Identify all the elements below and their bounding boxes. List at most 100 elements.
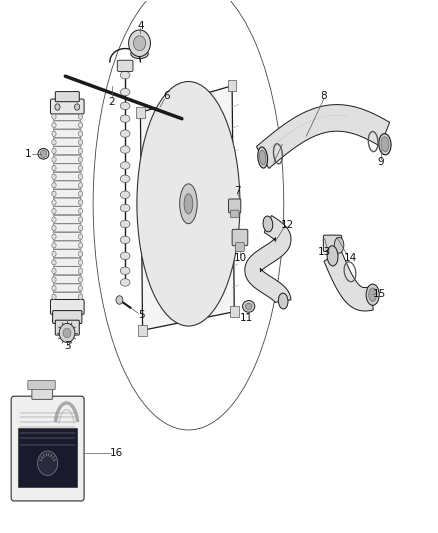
Ellipse shape (120, 115, 130, 123)
Circle shape (78, 260, 83, 265)
FancyBboxPatch shape (117, 60, 133, 71)
Bar (228, 80, 237, 91)
Ellipse shape (38, 149, 49, 159)
Text: 16: 16 (110, 448, 123, 458)
Circle shape (52, 165, 56, 171)
Circle shape (62, 327, 73, 341)
Ellipse shape (120, 175, 130, 182)
FancyBboxPatch shape (53, 138, 81, 146)
Polygon shape (189, 208, 192, 213)
Circle shape (52, 217, 56, 222)
Circle shape (63, 328, 71, 338)
FancyBboxPatch shape (53, 181, 81, 189)
Circle shape (52, 174, 56, 179)
FancyBboxPatch shape (53, 190, 81, 198)
Circle shape (52, 269, 56, 273)
Circle shape (78, 217, 83, 222)
FancyBboxPatch shape (53, 258, 81, 266)
Ellipse shape (120, 71, 130, 79)
Ellipse shape (245, 303, 252, 310)
Text: 1: 1 (25, 149, 31, 159)
FancyBboxPatch shape (53, 207, 81, 215)
Circle shape (78, 277, 83, 282)
Ellipse shape (131, 49, 148, 59)
FancyBboxPatch shape (53, 311, 82, 324)
FancyBboxPatch shape (53, 112, 81, 120)
Circle shape (78, 208, 83, 214)
Ellipse shape (120, 252, 130, 260)
FancyBboxPatch shape (232, 229, 248, 246)
FancyBboxPatch shape (53, 121, 81, 129)
Bar (138, 325, 147, 336)
Polygon shape (190, 197, 193, 204)
Ellipse shape (120, 279, 130, 286)
Ellipse shape (120, 162, 130, 169)
Ellipse shape (120, 236, 130, 244)
Circle shape (78, 131, 83, 136)
Ellipse shape (258, 147, 268, 168)
FancyBboxPatch shape (53, 130, 81, 138)
Ellipse shape (279, 293, 288, 309)
Ellipse shape (263, 216, 273, 232)
FancyBboxPatch shape (230, 210, 239, 217)
Circle shape (52, 286, 56, 291)
FancyBboxPatch shape (11, 396, 84, 501)
Text: 5: 5 (138, 310, 145, 320)
Ellipse shape (137, 82, 240, 326)
Ellipse shape (260, 150, 266, 165)
Ellipse shape (120, 204, 130, 212)
Text: 10: 10 (233, 253, 247, 263)
Ellipse shape (120, 267, 130, 274)
Circle shape (52, 191, 56, 197)
Text: 6: 6 (163, 91, 170, 101)
Circle shape (134, 36, 146, 51)
Ellipse shape (120, 130, 130, 138)
Circle shape (52, 183, 56, 188)
Circle shape (52, 294, 56, 300)
Polygon shape (189, 192, 190, 201)
Text: 15: 15 (373, 289, 386, 299)
Circle shape (78, 174, 83, 179)
Circle shape (78, 269, 83, 273)
Circle shape (52, 243, 56, 248)
Text: 11: 11 (240, 312, 253, 322)
Ellipse shape (379, 134, 391, 155)
Circle shape (55, 104, 60, 110)
FancyBboxPatch shape (53, 147, 81, 155)
FancyBboxPatch shape (53, 293, 81, 301)
Polygon shape (141, 86, 234, 330)
Circle shape (78, 157, 83, 162)
Circle shape (52, 157, 56, 162)
Circle shape (52, 148, 56, 154)
Polygon shape (185, 205, 187, 213)
FancyBboxPatch shape (55, 92, 79, 102)
Text: 12: 12 (281, 220, 294, 230)
Circle shape (52, 260, 56, 265)
Bar (230, 306, 239, 317)
Polygon shape (186, 192, 189, 199)
Circle shape (78, 123, 83, 128)
Text: 8: 8 (321, 91, 327, 101)
Ellipse shape (120, 146, 130, 154)
FancyBboxPatch shape (323, 235, 342, 252)
Ellipse shape (184, 193, 193, 214)
Bar (136, 107, 145, 118)
Circle shape (78, 200, 83, 205)
Text: 7: 7 (234, 186, 241, 196)
Circle shape (52, 114, 56, 119)
Polygon shape (324, 251, 373, 311)
Circle shape (78, 165, 83, 171)
Circle shape (52, 200, 56, 205)
Polygon shape (190, 203, 194, 206)
Ellipse shape (334, 237, 344, 253)
Circle shape (78, 225, 83, 231)
Text: 4: 4 (137, 21, 144, 31)
FancyBboxPatch shape (53, 215, 81, 223)
Circle shape (78, 148, 83, 154)
FancyBboxPatch shape (28, 381, 55, 390)
FancyBboxPatch shape (53, 276, 81, 284)
FancyBboxPatch shape (53, 224, 81, 232)
Circle shape (78, 114, 83, 119)
Circle shape (78, 294, 83, 300)
FancyBboxPatch shape (53, 232, 81, 240)
